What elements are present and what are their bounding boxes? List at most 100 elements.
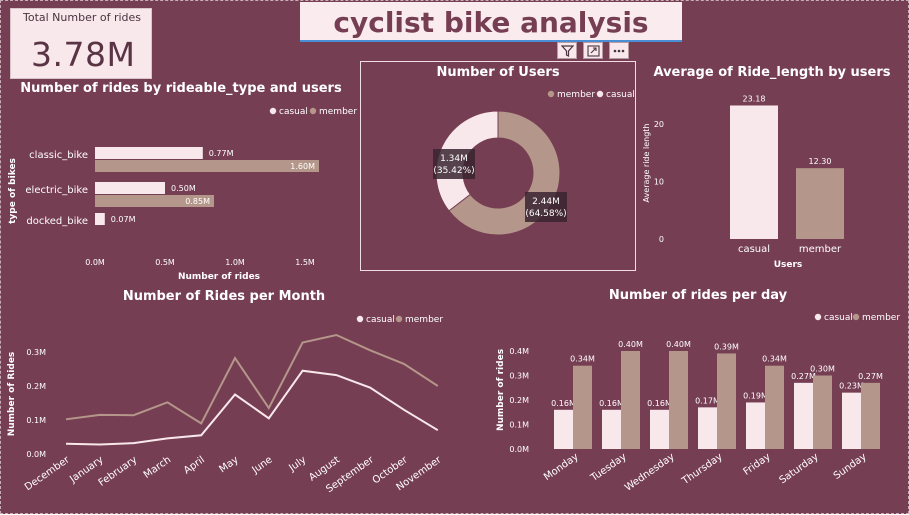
x-tick-label: Sunday	[832, 451, 869, 482]
legend-label-casual: casual	[824, 313, 853, 323]
legend-marker-casual	[270, 108, 276, 114]
filter-button[interactable]	[557, 42, 577, 59]
legend-marker-member	[310, 108, 316, 114]
x-tick-label: September	[324, 454, 376, 495]
y-axis-title: type of bikes	[8, 158, 18, 224]
x-tick-label: 1.0M	[225, 258, 245, 267]
data-label: 0.40M	[666, 340, 691, 349]
x-tick-label: 0.5M	[155, 258, 175, 267]
data-label: 0.85M	[185, 197, 210, 206]
focus-mode-icon	[587, 45, 600, 57]
line-member	[66, 335, 438, 423]
kpi-label: Total Number of rides	[23, 11, 141, 24]
legend-label-member: member	[862, 313, 900, 323]
bar-member	[796, 168, 844, 239]
y-tick-label: 0.4M	[509, 347, 529, 356]
data-label: 0.16M	[599, 399, 624, 408]
legend-marker-member	[396, 316, 402, 322]
bar-member	[621, 351, 640, 449]
x-tick-label: April	[182, 454, 207, 476]
bar-member	[573, 366, 592, 449]
legend-label-casual: casual	[366, 315, 395, 325]
legend: casual member	[270, 107, 358, 117]
legend-label-casual: casual	[279, 107, 308, 117]
x-tick-label: 1.5M	[295, 258, 315, 267]
x-tick-label: March	[142, 454, 173, 480]
bar-casual	[746, 402, 765, 449]
x-tick-label: February	[97, 454, 140, 488]
bar-member	[765, 366, 784, 449]
bar-casual	[698, 407, 717, 449]
y-tick-label: 20	[654, 120, 664, 129]
data-label: 0.40M	[618, 340, 643, 349]
bar-member	[95, 195, 214, 207]
x-tick-label: Monday	[542, 451, 581, 483]
kpi-card-total-rides[interactable]: Total Number of rides 3.78M	[10, 8, 152, 79]
data-label: 1.60M	[290, 162, 315, 171]
data-label: 0.50M	[171, 184, 196, 193]
y-tick-label: 0.0M	[26, 450, 46, 459]
bar-member	[861, 383, 880, 449]
y-tick-label: 10	[654, 177, 664, 186]
data-label: 0.23M	[839, 382, 864, 391]
y-tick-label: 0.3M	[509, 372, 529, 381]
bar-member	[95, 160, 319, 172]
x-tick-label: member	[799, 244, 842, 255]
more-options-icon	[612, 45, 626, 57]
x-tick-label: June	[250, 454, 275, 476]
data-label: 0.30M	[810, 365, 835, 374]
x-tick-label: casual	[738, 244, 770, 255]
y-tick-label: 0.2M	[509, 396, 529, 405]
legend-marker-member	[853, 314, 859, 320]
focus-mode-button[interactable]	[583, 42, 603, 59]
dashboard-title-box: cyclist bike analysis	[300, 2, 682, 42]
legend: casual member	[815, 313, 901, 323]
y-axis-title: Number of Rides	[7, 352, 17, 437]
bar-casual	[95, 213, 105, 225]
x-tick-label: Tuesday	[588, 451, 629, 484]
bar-member	[813, 376, 832, 450]
x-tick-label: Friday	[742, 451, 773, 477]
y-axis-title: Number of rides	[496, 349, 506, 431]
y-tick-label: 0.3M	[26, 348, 46, 357]
bar-casual	[602, 410, 621, 449]
x-tick-label: January	[67, 454, 105, 485]
legend-label-member: member	[405, 315, 443, 325]
kpi-value: 3.78M	[31, 35, 135, 74]
x-tick-label: Wednesday	[623, 451, 677, 493]
x-axis-title: Users	[774, 260, 803, 270]
more-options-button[interactable]	[609, 42, 629, 59]
x-tick-label: Saturday	[777, 451, 820, 486]
y-tick-label: 0	[659, 235, 664, 244]
data-label: 0.16M	[647, 399, 672, 408]
legend-label-member: member	[319, 107, 357, 117]
line-casual	[66, 371, 438, 445]
legend-marker-casual	[357, 316, 363, 322]
visual-header-toolbar	[557, 42, 629, 60]
legend: casual member	[357, 315, 444, 325]
filter-icon	[561, 45, 574, 57]
donut-card-border	[360, 61, 636, 271]
y-tick-label: electric_bike	[25, 185, 88, 196]
x-axis-title: Number of rides	[178, 272, 260, 282]
data-label: 0.07M	[111, 215, 136, 224]
x-tick-label: November	[395, 454, 445, 493]
bar-member	[669, 351, 688, 449]
x-tick-label: 0.0M	[85, 258, 105, 267]
chart-title: Number of rides by rideable_type and use…	[20, 81, 342, 96]
data-label: 0.39M	[714, 342, 739, 351]
chart-title: Number of Rides per Month	[123, 289, 325, 304]
x-tick-label: May	[217, 454, 240, 475]
data-label: 0.34M	[762, 355, 787, 364]
bar-casual	[650, 410, 669, 449]
data-label: 23.18	[743, 94, 766, 103]
y-tick-label: docked_bike	[26, 216, 88, 227]
y-tick-label: 0.1M	[26, 416, 46, 425]
legend-marker-casual	[815, 314, 821, 320]
bar-casual	[554, 410, 573, 449]
x-tick-label: December	[23, 454, 73, 493]
data-label: 12.30	[809, 157, 832, 166]
data-label: 0.19M	[743, 391, 768, 400]
data-label: 0.27M	[791, 372, 816, 381]
x-tick-label: October	[371, 454, 411, 486]
